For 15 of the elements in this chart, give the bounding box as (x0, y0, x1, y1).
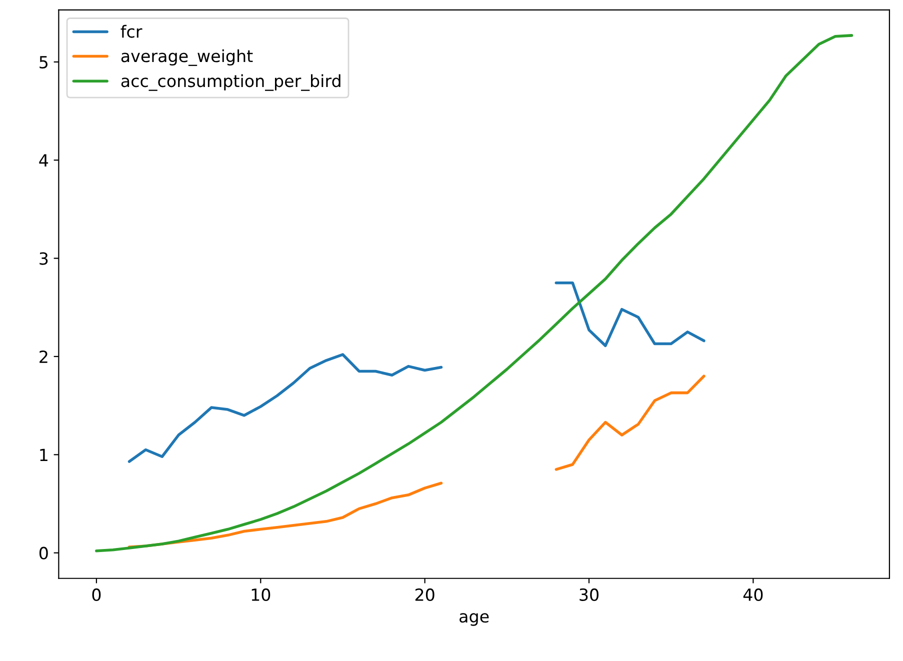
x-axis-title: age (460, 613, 489, 626)
y-tick-label: 1 (40, 448, 48, 461)
y-tick-label: 4 (39, 154, 48, 166)
y-tick-label: 3 (40, 252, 48, 265)
legend-label: acc_consumption_per_bird (121, 74, 340, 91)
y-tick-label: 5 (40, 56, 48, 69)
legend-label: fcr (120, 24, 142, 38)
x-tick-label: 30 (580, 588, 598, 601)
legend-label: average_weight (121, 49, 253, 66)
x-tick-label: 20 (415, 588, 434, 601)
y-tick-label: 2 (40, 350, 48, 363)
x-tick-label: 10 (252, 588, 270, 601)
x-tick-label: 0 (92, 588, 101, 601)
x-tick-label: 40 (743, 588, 763, 601)
y-tick-label: 0 (39, 546, 48, 560)
